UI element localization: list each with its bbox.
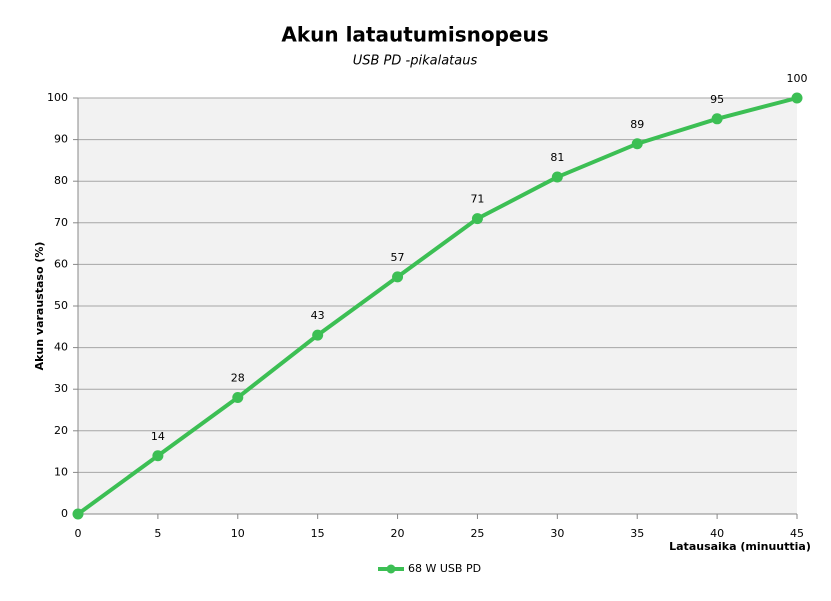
x-tick-label: 0 — [75, 527, 82, 540]
y-tick-label: 10 — [54, 465, 68, 478]
series-line — [76, 96, 798, 516]
data-point — [232, 392, 244, 404]
data-point — [791, 92, 803, 104]
y-tick-label: 0 — [61, 507, 68, 520]
data-point — [72, 508, 84, 520]
x-tick-label: 30 — [550, 527, 564, 540]
data-label: 81 — [550, 151, 564, 164]
legend-marker — [386, 564, 396, 574]
y-tick-label: 60 — [54, 257, 68, 270]
y-tick-label: 80 — [54, 174, 68, 187]
chart-title: Akun latautumisnopeus — [281, 23, 548, 47]
y-tick-label: 50 — [54, 299, 68, 312]
data-label: 71 — [470, 193, 484, 206]
x-tick-label: 10 — [231, 527, 245, 540]
y-tick-label: 30 — [54, 382, 68, 395]
y-tick-label: 40 — [54, 341, 68, 354]
data-point — [551, 171, 563, 183]
x-tick-label: 40 — [710, 527, 724, 540]
x-tick-label: 5 — [154, 527, 161, 540]
y-tick-label: 90 — [54, 133, 68, 146]
data-point — [392, 271, 404, 283]
y-tick-label: 20 — [54, 424, 68, 437]
data-point — [711, 113, 723, 125]
data-label: 100 — [787, 72, 808, 85]
data-label: 95 — [710, 93, 724, 106]
y-tick-label: 70 — [54, 216, 68, 229]
x-tick-label: 45 — [790, 527, 804, 540]
legend-label: 68 W USB PD — [408, 562, 481, 575]
x-axis-label: Latausaika (minuuttia) — [669, 540, 811, 553]
data-label: 43 — [311, 309, 325, 322]
x-tick-label: 15 — [311, 527, 325, 540]
y-tick-label: 100 — [47, 91, 68, 104]
chart-subtitle: USB PD -pikalataus — [353, 54, 478, 69]
data-point — [631, 138, 643, 150]
data-point — [312, 329, 324, 341]
data-label: 57 — [391, 251, 405, 264]
data-label: 14 — [151, 430, 165, 443]
data-point — [152, 450, 164, 462]
x-tick-label: 20 — [391, 527, 405, 540]
data-point — [471, 213, 483, 225]
data-label: 89 — [630, 118, 644, 131]
x-tick-label: 35 — [630, 527, 644, 540]
y-axis-label: Akun varaustaso (%) — [33, 242, 46, 371]
x-tick-label: 25 — [470, 527, 484, 540]
data-label: 28 — [231, 372, 245, 385]
